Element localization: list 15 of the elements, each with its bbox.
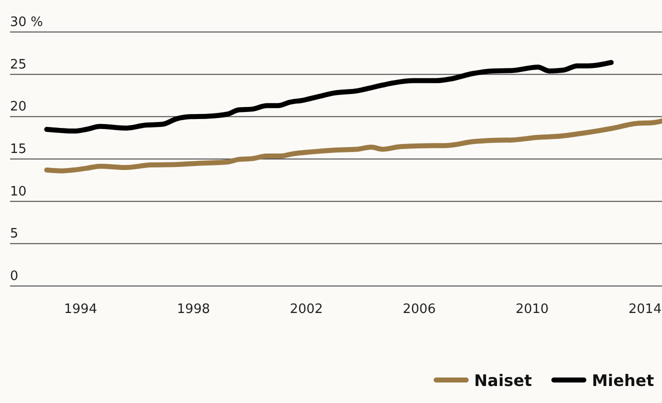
y-tick-label: 5 xyxy=(10,226,18,242)
y-tick-label: 0 xyxy=(10,269,18,284)
x-tick-label: 1998 xyxy=(176,302,210,317)
x-tick-label: 2006 xyxy=(402,302,436,317)
y-tick-label: 20 xyxy=(10,100,27,115)
legend-label: Naiset xyxy=(474,371,532,390)
x-tick-label: 2002 xyxy=(290,302,323,317)
y-tick-label: 30 % xyxy=(10,15,44,30)
legend-label: Miehet xyxy=(592,371,654,390)
y-tick-label: 10 xyxy=(10,184,27,200)
x-tick-label: 2010 xyxy=(516,302,549,317)
y-tick-label: 15 xyxy=(10,142,27,157)
x-tick-label: 1994 xyxy=(64,302,98,317)
x-tick-label: 2014 xyxy=(628,302,662,317)
y-tick-label: 25 xyxy=(10,57,27,72)
